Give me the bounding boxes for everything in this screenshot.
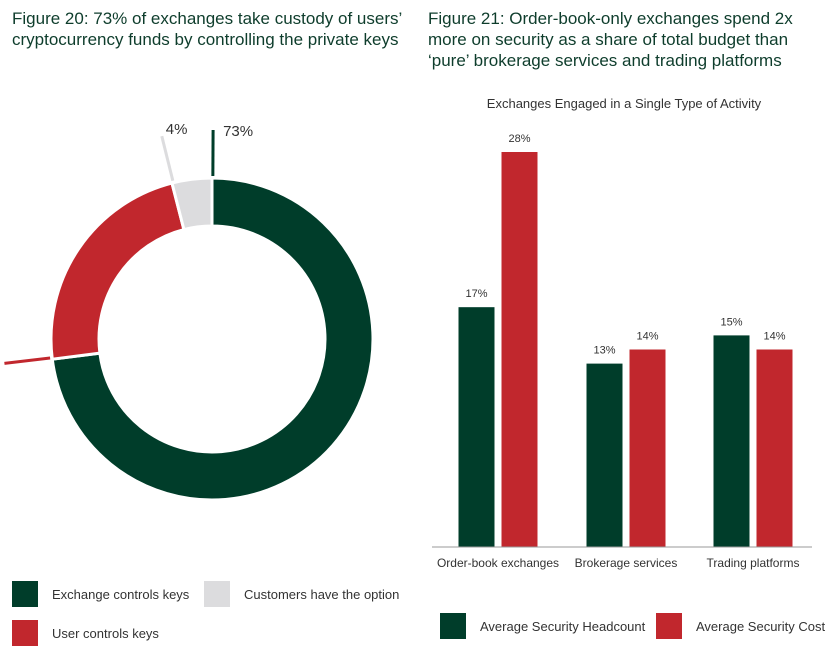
bar-label-1-1: 14%	[636, 331, 658, 343]
legend-label-exchange-controls: Exchange controls keys	[52, 586, 190, 602]
legend-swatch-user-controls	[12, 620, 38, 646]
bar-label-1-0: 28%	[508, 133, 530, 145]
bar-1-2	[756, 349, 793, 547]
bar-0-0	[458, 307, 495, 547]
legend-item-security-headcount: Average Security Headcount	[440, 613, 645, 639]
donut-label-0: 73%	[223, 123, 253, 140]
donut-slice-1	[49, 181, 186, 361]
x-tick-label-0: Order-book exchanges	[437, 556, 559, 570]
donut-slice-0	[50, 176, 375, 502]
legend-item-security-cost: Average Security Cost	[656, 613, 825, 639]
custody-donut-chart: 73%23%4%	[4, 121, 375, 502]
donut-leader-2	[160, 135, 175, 182]
legend-swatch-security-headcount	[440, 613, 466, 639]
legend-label-customers-option: Customers have the option	[244, 586, 400, 602]
figure-20-title: Figure 20: 73% of exchanges take custody…	[12, 9, 402, 49]
donut-leader-1	[4, 356, 51, 365]
legend-label-security-cost: Average Security Cost	[696, 618, 826, 634]
bar-label-0-1: 13%	[593, 345, 615, 357]
security-bar-chart: Exchanges Engaged in a Single Type of Ac…	[432, 96, 812, 570]
figure-21-title: Figure 21: Order-book-only exchanges spe…	[428, 9, 793, 70]
x-tick-label-2: Trading platforms	[707, 556, 800, 570]
legend-swatch-exchange-controls	[12, 581, 38, 607]
donut-label-2: 4%	[166, 121, 188, 138]
legend-label-user-controls: User controls keys	[52, 625, 159, 641]
bar-1-1	[629, 349, 666, 547]
legend-item-customers-option: Customers have the option	[204, 581, 399, 607]
legend-swatch-customers-option	[204, 581, 230, 607]
x-tick-label-1: Brokerage services	[575, 556, 678, 570]
bar-1-0	[501, 152, 538, 547]
bar-0-1	[586, 363, 623, 547]
bar-label-0-2: 15%	[720, 316, 742, 328]
legend-item-exchange-controls: Exchange controls keys	[12, 581, 189, 607]
legend-swatch-security-cost	[656, 613, 682, 639]
legend-item-user-controls: User controls keys	[12, 620, 159, 646]
bar-chart-title: Exchanges Engaged in a Single Type of Ac…	[487, 96, 762, 111]
bar-0-2	[713, 335, 750, 547]
legend-label-security-headcount: Average Security Headcount	[480, 618, 646, 634]
bar-label-0-0: 17%	[465, 288, 487, 300]
bar-label-1-2: 14%	[763, 331, 785, 343]
donut-slice-2	[170, 176, 214, 232]
